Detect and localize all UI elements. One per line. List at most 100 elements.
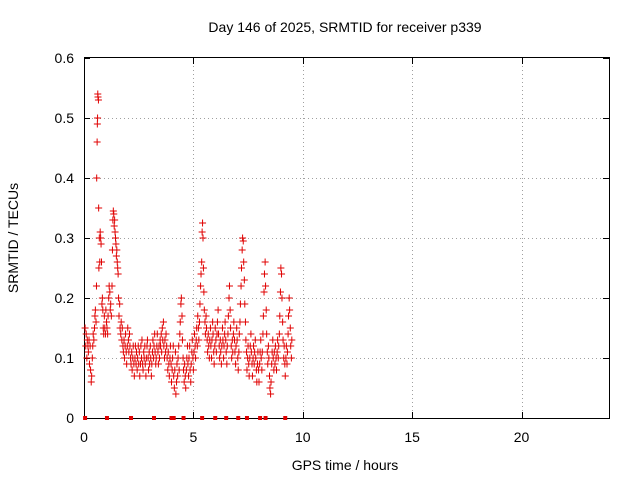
data-point bbox=[92, 282, 100, 290]
data-point bbox=[224, 312, 232, 320]
data-point bbox=[98, 258, 105, 266]
data-point bbox=[115, 312, 123, 320]
data-point bbox=[193, 342, 201, 350]
x-tick-label: 20 bbox=[514, 429, 530, 445]
data-point bbox=[171, 348, 179, 356]
data-point bbox=[91, 312, 99, 320]
axis-ticks: 0 0.1 0.2 0.3 0.4 0.5 0.6 0 5 10 15 20 bbox=[55, 50, 609, 445]
data-point bbox=[93, 174, 101, 182]
data-point bbox=[136, 372, 144, 380]
data-point bbox=[286, 324, 294, 332]
data-point bbox=[88, 372, 96, 380]
data-point bbox=[227, 324, 235, 332]
data-point bbox=[190, 330, 198, 338]
data-point bbox=[120, 354, 128, 362]
data-point bbox=[223, 360, 231, 368]
data-point bbox=[286, 306, 294, 314]
data-point bbox=[111, 228, 119, 236]
data-point bbox=[232, 360, 240, 368]
data-point bbox=[112, 234, 119, 242]
zero-marker bbox=[258, 416, 263, 420]
data-point bbox=[145, 366, 153, 374]
data-point bbox=[176, 330, 184, 338]
y-tick-label: 0.1 bbox=[55, 350, 75, 366]
data-point bbox=[149, 336, 157, 344]
data-point bbox=[192, 354, 200, 362]
data-point bbox=[242, 336, 250, 344]
grid-lines bbox=[84, 58, 609, 418]
data-point bbox=[235, 330, 243, 338]
x-tick-label: 5 bbox=[189, 429, 197, 445]
data-point bbox=[287, 342, 295, 350]
data-point bbox=[112, 252, 120, 260]
data-point bbox=[279, 336, 287, 344]
data-point bbox=[225, 282, 233, 290]
data-point bbox=[284, 330, 292, 338]
data-point bbox=[87, 378, 95, 386]
data-point bbox=[255, 378, 263, 386]
data-point bbox=[237, 282, 245, 290]
data-point bbox=[229, 330, 237, 338]
data-point bbox=[211, 324, 219, 332]
data-point bbox=[204, 348, 212, 356]
data-point bbox=[197, 282, 205, 290]
data-point bbox=[263, 330, 271, 338]
data-point bbox=[256, 360, 264, 368]
y-axis-label: SRMTID / TECUs bbox=[5, 183, 21, 293]
data-point bbox=[107, 300, 115, 308]
data-point bbox=[238, 264, 245, 272]
data-point bbox=[283, 348, 291, 356]
y-tick-label: 0.2 bbox=[55, 290, 75, 306]
data-point bbox=[260, 288, 268, 296]
data-point bbox=[91, 306, 99, 314]
data-point bbox=[82, 330, 90, 338]
data-point bbox=[158, 324, 166, 332]
zero-marker bbox=[171, 416, 176, 420]
zero-marker bbox=[181, 416, 186, 420]
data-point bbox=[266, 384, 274, 392]
data-point bbox=[210, 360, 218, 368]
data-point bbox=[178, 312, 186, 320]
data-point bbox=[117, 318, 125, 326]
data-point bbox=[162, 330, 170, 338]
data-point bbox=[281, 372, 289, 380]
data-point bbox=[164, 348, 172, 356]
data-point bbox=[177, 294, 185, 302]
y-tick-label: 0.6 bbox=[55, 50, 75, 66]
data-point bbox=[93, 138, 101, 146]
zero-marker bbox=[129, 416, 134, 420]
data-point bbox=[241, 318, 249, 326]
data-point bbox=[232, 342, 240, 350]
data-point bbox=[258, 366, 266, 374]
data-point bbox=[215, 330, 223, 338]
data-point bbox=[187, 360, 195, 368]
data-point bbox=[200, 288, 208, 296]
data-point bbox=[276, 288, 284, 296]
data-point bbox=[126, 330, 133, 338]
data-point bbox=[277, 264, 285, 272]
y-tick-label: 0 bbox=[66, 410, 74, 426]
data-point bbox=[257, 336, 265, 344]
data-point bbox=[235, 348, 243, 356]
data-point bbox=[250, 342, 258, 350]
data-point bbox=[133, 366, 141, 374]
data-point bbox=[113, 258, 121, 266]
data-point bbox=[233, 336, 241, 344]
data-point bbox=[180, 378, 188, 386]
data-point bbox=[278, 294, 286, 302]
data-point bbox=[94, 96, 102, 104]
data-point bbox=[238, 246, 246, 254]
data-point bbox=[94, 114, 102, 122]
data-point bbox=[103, 324, 111, 332]
data-point bbox=[112, 240, 120, 248]
data-point bbox=[240, 276, 248, 284]
data-point bbox=[178, 336, 186, 344]
data-point bbox=[273, 348, 281, 356]
data-point bbox=[260, 270, 268, 278]
data-point bbox=[115, 294, 123, 302]
data-point bbox=[222, 348, 230, 356]
data-point bbox=[257, 354, 265, 362]
data-point bbox=[243, 366, 251, 374]
data-point bbox=[96, 228, 104, 236]
